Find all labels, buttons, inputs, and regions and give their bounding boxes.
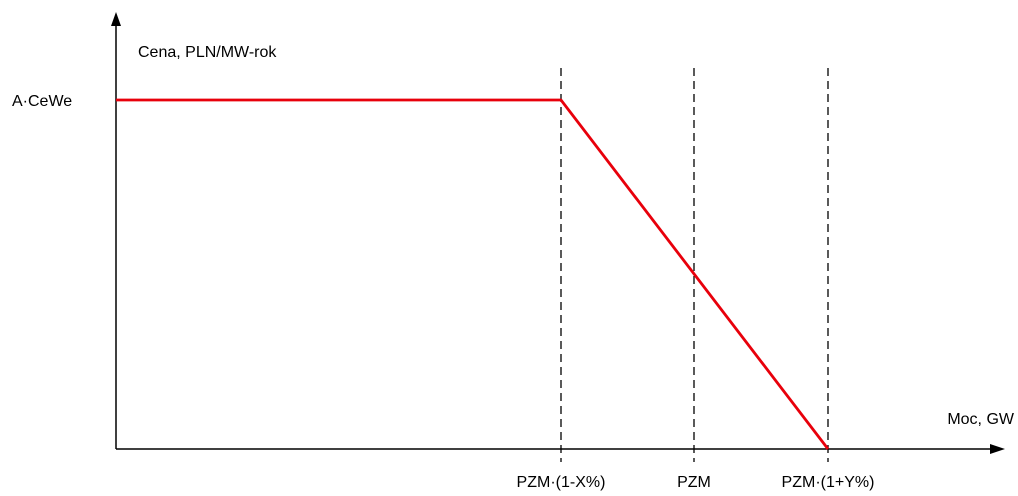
y-axis-arrow: [111, 12, 121, 26]
x-tick-label-2: PZM: [677, 474, 711, 491]
x-tick-label-1: PZM·(1-X%): [517, 474, 606, 491]
price-curve-line: [116, 98, 830, 450]
x-axis-label: Moc, GW: [947, 411, 1015, 428]
x-tick-label-3: PZM·(1+Y%): [782, 474, 875, 491]
x-axis-arrow: [990, 444, 1005, 454]
price-curve-group: [116, 98, 830, 450]
y-axis-label: Cena, PLN/MW-rok: [138, 44, 277, 61]
y-tick-label: A·CeWe: [12, 93, 72, 110]
axes: [111, 12, 1005, 454]
guide-lines: [560, 68, 829, 462]
